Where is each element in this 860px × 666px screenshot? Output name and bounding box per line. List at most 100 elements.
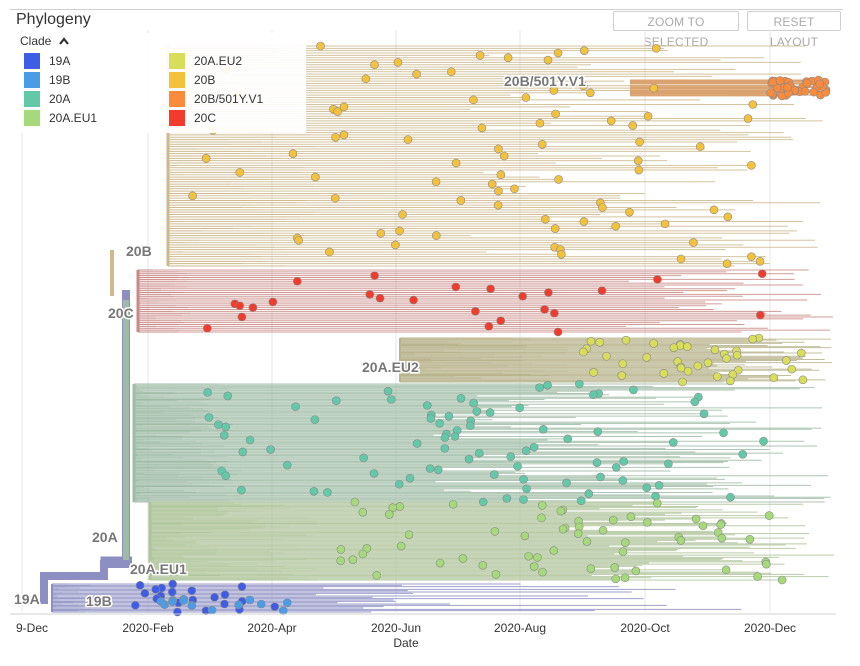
tip (543, 380, 552, 390)
tip (643, 111, 653, 121)
tip (592, 458, 602, 467)
tip (557, 249, 566, 259)
tip (643, 518, 652, 527)
tip (815, 79, 825, 89)
tip (631, 566, 641, 576)
legend-item-label: 20A.EU1 (49, 111, 98, 125)
tip (798, 375, 808, 385)
tip (611, 463, 621, 472)
tip (690, 397, 700, 407)
tip (520, 531, 530, 541)
legend-swatch (24, 110, 40, 126)
tip (529, 562, 539, 571)
tip (743, 114, 753, 123)
tip (586, 336, 596, 346)
tip (395, 226, 404, 236)
tip (221, 422, 231, 432)
tip (499, 151, 509, 161)
tip (435, 419, 444, 428)
zoom-to-selected-button[interactable]: ZOOM TO SELECTED (613, 11, 739, 49)
tip (245, 595, 255, 605)
reset-layout-button[interactable]: RESET LAYOUT (747, 11, 841, 49)
tip (683, 366, 693, 376)
tip (395, 502, 405, 511)
tip (652, 498, 662, 508)
tip (582, 537, 592, 546)
legend-toggle[interactable]: Clade (20, 34, 70, 48)
tip (515, 403, 525, 413)
tip (478, 497, 488, 507)
tip (496, 316, 506, 326)
tip (494, 186, 503, 196)
tip (668, 438, 678, 447)
tip (738, 450, 748, 459)
tip (451, 282, 461, 292)
tip (268, 297, 278, 307)
tip (513, 461, 522, 471)
tip (540, 305, 549, 314)
tip (409, 295, 418, 305)
tip (521, 446, 531, 456)
tip (550, 308, 559, 318)
tip (448, 499, 458, 509)
tip (201, 154, 211, 163)
tip (621, 335, 631, 345)
tip (359, 453, 368, 463)
tip (496, 170, 506, 180)
legend-swatch (169, 110, 185, 126)
tip (469, 95, 478, 105)
tip (336, 545, 346, 554)
tip (484, 322, 494, 331)
tip (510, 184, 519, 194)
tip (537, 513, 546, 523)
tip (477, 123, 487, 133)
tip (515, 76, 524, 86)
tip (330, 193, 340, 203)
tip (475, 51, 485, 60)
tip (579, 217, 589, 226)
tip (375, 293, 385, 303)
tip (248, 303, 258, 312)
tip (602, 351, 611, 361)
tip (369, 469, 379, 478)
legend-swatch (169, 72, 185, 88)
tip (676, 363, 686, 373)
tip (800, 87, 810, 96)
tip (584, 489, 594, 498)
branch-label: 20A (92, 529, 118, 545)
tip (489, 470, 499, 479)
tip (766, 88, 775, 98)
tip (796, 348, 806, 358)
tip (188, 191, 197, 201)
tip (469, 398, 478, 408)
tip (719, 428, 728, 438)
legend-item-label: 20A (49, 92, 71, 106)
tip (235, 168, 245, 177)
tip (649, 83, 659, 93)
tip (426, 414, 436, 423)
tip (151, 585, 160, 594)
tip (361, 74, 371, 84)
tip (753, 572, 762, 581)
tip (722, 259, 732, 268)
tip (393, 58, 403, 67)
tip (676, 254, 686, 264)
chevron-up-icon (58, 37, 69, 45)
tip (333, 107, 342, 116)
legend-item-label: 20B (194, 73, 216, 87)
tip (634, 165, 644, 175)
tip (519, 475, 528, 484)
tip (270, 602, 280, 611)
branch-label: 19B (86, 593, 112, 609)
tip (781, 356, 791, 365)
tip (610, 563, 620, 572)
tip (168, 597, 177, 606)
tip (769, 373, 779, 383)
tip (698, 521, 708, 531)
tip (422, 401, 432, 410)
axis-label: Date (393, 636, 419, 650)
tip (350, 497, 360, 507)
tip (549, 546, 559, 555)
tip (554, 175, 563, 184)
